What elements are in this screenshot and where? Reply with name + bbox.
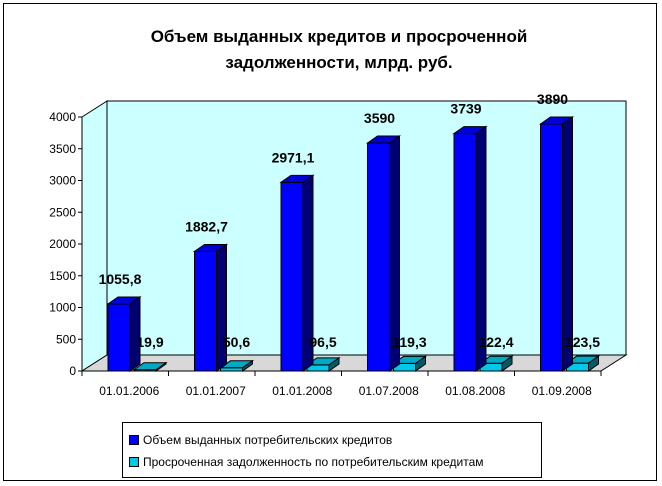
legend-item: Объем выданных потребительских кредитов <box>129 429 541 451</box>
data-label-overdue: 123,5 <box>565 334 600 350</box>
x-tick-label: 01.09.2008 <box>532 384 592 398</box>
chart-plot: 0 500 1000 1500 2000 2500 3000 3500 4000 01.01.20… <box>49 91 628 398</box>
y-tick-label: 1000 <box>49 301 76 315</box>
bar-issued <box>279 174 315 372</box>
y-tick-label: 3000 <box>49 174 76 188</box>
data-label-issued: 2971,1 <box>272 149 315 165</box>
axes: 0 500 1000 1500 2000 2500 3000 3500 4000 01.01.20… <box>49 110 602 398</box>
bar-issued-front <box>194 250 217 372</box>
data-label-issued: 3739 <box>450 101 481 117</box>
bar-issued-side <box>562 116 573 372</box>
y-tick-label: 500 <box>56 332 76 346</box>
bar-issued-front <box>280 181 304 372</box>
bar-issued <box>106 295 142 372</box>
bar-overdue <box>391 355 428 372</box>
chart-frame: Объем выданных кредитов и просроченной з… <box>3 3 657 481</box>
legend-label: Просроченная задолженность по потребител… <box>143 455 484 469</box>
bar-overdue-side <box>588 355 599 372</box>
data-label-issued: 1882,7 <box>185 218 228 234</box>
side-wall <box>81 100 108 372</box>
data-label-overdue: 50,6 <box>223 334 250 350</box>
y-tick-label: 0 <box>69 364 76 378</box>
data-label-overdue: 96,5 <box>309 334 336 350</box>
bar-overdue-side <box>242 359 253 372</box>
bar-issued <box>538 116 575 372</box>
x-tick-label: 01.01.2007 <box>186 384 246 398</box>
bar-issued-side <box>216 243 227 372</box>
y-tick-label: 2500 <box>49 205 76 219</box>
y-tick-label: 4000 <box>49 110 76 124</box>
bars <box>106 116 601 372</box>
legend: Объем выданных потребительских кредитов … <box>122 422 542 478</box>
bar-issued-side <box>389 135 400 372</box>
bar-overdue-side <box>155 361 167 372</box>
bar-issued <box>192 243 229 372</box>
legend-swatch-issued-icon <box>129 435 139 445</box>
data-labels: 1055,8 19,9 1882,7 50,6 2971,1 96,5 3590 119,3 3… <box>99 91 601 350</box>
bar-overdue-side <box>415 355 426 372</box>
y-tick-label: 2000 <box>49 237 76 251</box>
data-label-overdue: 119,3 <box>392 334 426 350</box>
y-tick-label: 3500 <box>49 142 76 156</box>
x-tick-label: 01.08.2008 <box>445 384 505 398</box>
y-tick-label: 1500 <box>49 269 76 283</box>
data-label-overdue: 19,9 <box>136 334 163 350</box>
data-label-issued: 3890 <box>537 91 568 107</box>
chart-title: Объем выданных кредитов и просроченной з… <box>150 27 528 72</box>
bar-overdue-side <box>501 355 513 372</box>
bar-overdue <box>132 361 168 372</box>
bar-issued-side <box>302 174 314 372</box>
bar-issued <box>365 135 402 372</box>
x-tick-label: 01.07.2008 <box>359 384 419 398</box>
data-label-issued: 3590 <box>364 110 395 126</box>
data-label-overdue: 122,4 <box>478 334 513 350</box>
legend-item: Просроченная задолженность по потребител… <box>129 451 541 473</box>
legend-label: Объем выданных потребительских кредитов <box>143 433 393 447</box>
bar-overdue-side <box>328 356 340 372</box>
x-tick-label: 01.01.2008 <box>272 384 332 398</box>
bar-issued-front <box>107 303 131 372</box>
bar-issued-side <box>475 125 487 372</box>
bar-issued-front <box>453 133 477 372</box>
bar-overdue <box>305 356 341 372</box>
legend-swatch-overdue-icon <box>129 457 139 467</box>
bar-overdue <box>218 359 255 372</box>
x-tick-label: 01.01.2006 <box>99 384 159 398</box>
bar-issued-front <box>367 142 390 372</box>
bar-issued-side <box>129 295 141 372</box>
data-label-issued: 1055,8 <box>99 271 142 287</box>
bar-issued-front <box>540 123 563 372</box>
bar-issued <box>452 125 488 372</box>
